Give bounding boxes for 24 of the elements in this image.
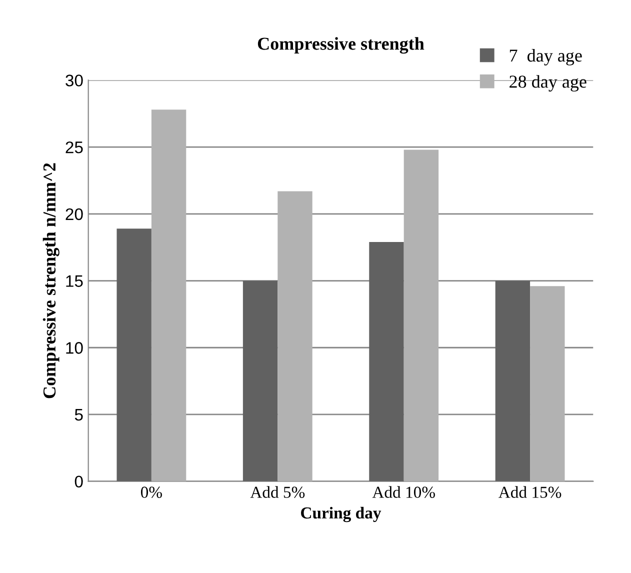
- x-axis-title: Curing day: [301, 506, 382, 522]
- y-tick-label: 30: [66, 74, 83, 86]
- y-tick-label: 25: [66, 141, 83, 154]
- bar: [278, 191, 312, 482]
- chart-title: Compressive strength: [258, 37, 424, 54]
- x-tick-label: Add 10%: [372, 486, 435, 498]
- x-tick-label: Add 15%: [498, 486, 562, 498]
- x-tick-label: Add 5%: [250, 486, 305, 498]
- bar: [116, 228, 152, 482]
- bar: [530, 286, 565, 482]
- legend-label: 28 day age: [510, 75, 586, 92]
- x-tick-label: 0%: [140, 486, 162, 498]
- y-tick-label: 5: [74, 409, 83, 421]
- bar: [242, 280, 278, 482]
- bar: [369, 242, 404, 482]
- bar: [495, 280, 530, 482]
- y-tick-label: 15: [66, 275, 83, 287]
- y-tick-label: 10: [66, 342, 83, 354]
- bar: [151, 110, 186, 482]
- bar: [404, 150, 439, 482]
- legend-label: 7 day age: [510, 48, 582, 66]
- y-tick-label: 0: [74, 476, 83, 488]
- y-axis-title: Compressive strength n/mm^2: [42, 163, 60, 398]
- y-tick-label: 20: [66, 208, 83, 220]
